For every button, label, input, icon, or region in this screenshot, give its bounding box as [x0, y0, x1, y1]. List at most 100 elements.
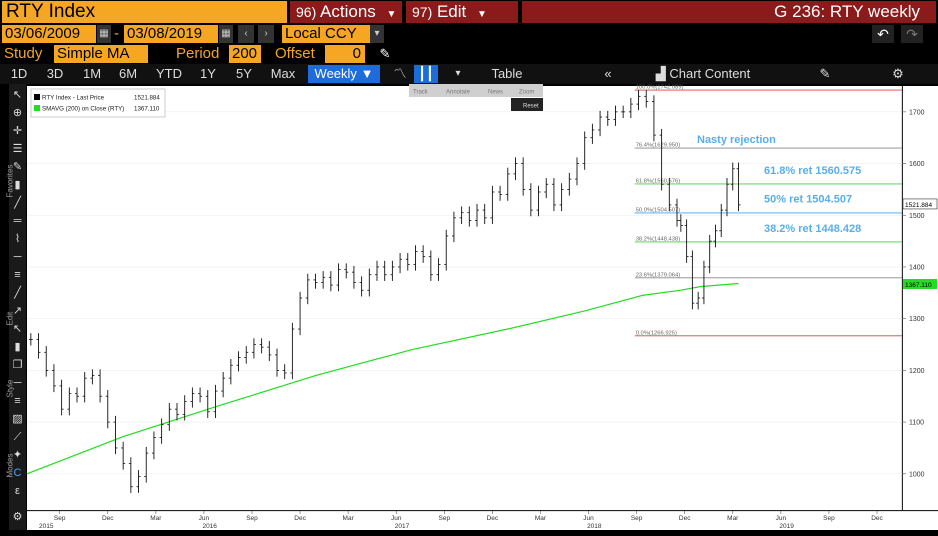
study-select[interactable]: Simple MA [54, 45, 148, 63]
chevron-down-icon[interactable]: ▾ [455, 68, 461, 79]
period-button-1d[interactable]: 1D [10, 66, 28, 81]
gear-icon[interactable]: ⚙ [892, 66, 904, 81]
x-year-label: 2018 [587, 523, 602, 530]
reset-button[interactable]: Reset [523, 104, 539, 110]
period-button-1m[interactable]: 1M [82, 66, 102, 81]
drawing-toolbar: ↖ ⊕ ✛ ☰ ✎ ▮ ╱ ═ ⌇ ─ ≡ ╱ ↗ ↖ ▮ ❐ ─ ≡ ▨ ⟋ … [5, 84, 26, 530]
cursor-icon[interactable]: ↖ [12, 89, 23, 101]
collapse-icon[interactable]: « [604, 66, 612, 81]
x-month-label: Sep [823, 515, 835, 522]
undo-icon[interactable]: ↶ [872, 25, 894, 43]
caret-down-icon: ▼ [477, 9, 487, 20]
period-button-max[interactable]: Max [270, 66, 296, 81]
fib-level-label: 61.8%(1560.576) [636, 178, 681, 184]
x-month-label: Dec [487, 515, 499, 522]
actions-menu[interactable]: 96) Actions ▼ [290, 1, 402, 23]
x-month-label: Dec [294, 515, 306, 522]
calendar-icon[interactable]: ▦ [97, 25, 111, 43]
trend-icon[interactable]: ╱ [14, 287, 21, 299]
annotate-button[interactable]: Annotate [446, 90, 471, 96]
modes-section-label: Modes [5, 453, 15, 478]
price-chart[interactable]: 100.0%(1742.089) 76.4%(1629.950) 61.8%(156… [26, 84, 938, 530]
copy-icon[interactable]: ❐ [12, 359, 23, 371]
track-button[interactable]: Track [413, 90, 429, 96]
ruler-icon[interactable]: ═ [13, 215, 22, 227]
redo-icon[interactable]: ↷ [901, 25, 923, 43]
plot-background [27, 86, 902, 510]
x-month-label: Mar [150, 515, 162, 522]
ma-price-tag-bg [903, 278, 937, 289]
edit-chart-icon[interactable]: ✎ [819, 66, 831, 81]
select-icon[interactable]: ↖ [12, 323, 23, 335]
chart-area[interactable]: 100.0%(1742.089) 76.4%(1629.950) 61.8%(156… [26, 84, 938, 530]
chevron-right-icon[interactable]: › [258, 25, 274, 43]
x-year-label: 2016 [202, 523, 217, 530]
x-month-label: Jun [776, 515, 787, 522]
end-date-field[interactable]: 03/08/2019 [124, 25, 218, 43]
edit-menu[interactable]: 97) Edit ▼ [406, 1, 518, 23]
gear-icon[interactable]: ⚙ [12, 511, 23, 523]
y-tick-label: 1700 [909, 109, 925, 116]
actions-menu-label: Actions [320, 2, 376, 21]
news-button[interactable]: News [488, 90, 503, 96]
candle-icon[interactable]: ▮ [14, 179, 21, 191]
x-month-label: Sep [54, 515, 66, 522]
bottom-border [0, 530, 938, 536]
security-ticker[interactable]: RTY Index [2, 1, 287, 23]
offset-field[interactable]: 0 [325, 45, 365, 63]
period-button-6m[interactable]: 6M [118, 66, 138, 81]
zoom-button[interactable]: Zoom [519, 90, 534, 96]
period-button-3d[interactable]: 3D [46, 66, 64, 81]
mode-e-icon[interactable]: ε [15, 485, 20, 497]
x-month-label: Jun [199, 515, 210, 522]
currency-select[interactable]: Local CCY [282, 25, 370, 43]
line-icon[interactable]: ╱ [14, 197, 21, 209]
arrow-icon[interactable]: ↗ [12, 305, 23, 317]
table-button[interactable]: Table [491, 66, 523, 81]
mode-c-icon[interactable]: C [13, 467, 22, 479]
start-date-field[interactable]: 03/06/2009 [2, 25, 96, 43]
style-width-icon[interactable]: ≡ [14, 395, 21, 407]
x-year-label: 2019 [779, 523, 794, 530]
y-tick-label: 1300 [909, 316, 925, 323]
bar-chart-icon[interactable]: ┃┃ [414, 65, 438, 83]
chart-content-button[interactable]: ▟ Chart Content [648, 65, 758, 83]
x-month-label: Dec [679, 515, 691, 522]
fib-icon[interactable]: ☰ [12, 143, 23, 155]
line-chart-icon[interactable]: 〽 [393, 66, 407, 81]
style-color-icon[interactable]: ▨ [12, 413, 23, 425]
period-button-ytd[interactable]: YTD [156, 66, 182, 81]
pen-icon[interactable]: ✎ [12, 161, 23, 173]
pencil-icon[interactable]: ✎ [379, 46, 391, 61]
period-field[interactable]: 200 [229, 45, 261, 63]
y-tick-label: 1400 [909, 264, 925, 271]
floating-chart-menu: Track Annotate News Zoom Reset [409, 84, 543, 111]
crosshair-icon[interactable]: ✛ [12, 125, 23, 137]
x-month-label: Dec [871, 515, 883, 522]
x-month-label: Mar [535, 515, 547, 522]
brush-icon[interactable]: ⌇ [14, 233, 21, 245]
chevron-down-icon[interactable]: ▾ [370, 25, 384, 43]
y-tick-label: 1500 [909, 213, 925, 220]
layers-icon[interactable]: ≡ [14, 269, 21, 281]
period-button-1y[interactable]: 1Y [200, 66, 216, 81]
x-month-label: Mar [343, 515, 355, 522]
period-button-5y[interactable]: 5Y [236, 66, 252, 81]
y-axis-panel [903, 86, 938, 510]
period-label: Period [176, 45, 220, 62]
chart-annotation: 50% ret 1504.507 [764, 193, 852, 205]
y-tick-label: 1200 [909, 368, 925, 375]
chart-content-icon: ▟ [655, 66, 666, 81]
style-line-icon[interactable]: ─ [13, 377, 22, 389]
calendar-icon[interactable]: ▦ [219, 25, 233, 43]
frequency-select[interactable]: Weekly ▼ [308, 65, 380, 83]
hline-icon[interactable]: ─ [13, 251, 22, 263]
x-month-label: Mar [727, 515, 739, 522]
zoom-icon[interactable]: ⊕ [12, 107, 23, 119]
trash-icon[interactable]: ▮ [14, 341, 21, 353]
style-pen-icon[interactable]: ⟋ [13, 431, 22, 443]
legend-swatch-ma [34, 105, 40, 111]
caret-down-icon: ▼ [386, 9, 397, 20]
mode-icon[interactable]: ✦ [12, 449, 23, 461]
chevron-left-icon[interactable]: ‹ [238, 25, 254, 43]
